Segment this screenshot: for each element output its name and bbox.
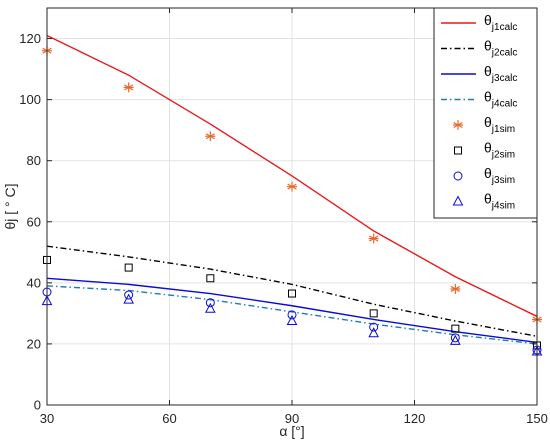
legend-marker-swatch (454, 146, 462, 155)
legend-marker-swatch (452, 195, 464, 206)
data-point (450, 334, 461, 345)
series-markers-7 (42, 287, 542, 355)
legend-item: θj4calc (441, 89, 517, 110)
data-point (369, 309, 378, 318)
y-axis-label: θj [ ° C] (2, 183, 18, 229)
legend-box (433, 7, 538, 219)
y-tick-label: 100 (19, 92, 41, 107)
series-line-4 (46, 285, 538, 345)
y-tick-label: 120 (19, 31, 41, 46)
ticks: 30 60 90 120 150 0 20 40 60 80 100 120 (19, 8, 548, 426)
legend-item: θj1sim (453, 114, 515, 135)
data-point (368, 233, 379, 244)
x-tick-label: 120 (404, 411, 426, 426)
data-point (450, 333, 460, 343)
x-tick-label: 60 (162, 411, 176, 426)
y-tick-label: 80 (27, 153, 41, 168)
legend-marker-swatch (453, 171, 463, 181)
y-tick-label: 60 (27, 214, 41, 229)
plot-series (41, 34, 543, 356)
data-point (288, 289, 296, 298)
legend-item: θj3calc (441, 63, 517, 84)
data-point (287, 310, 297, 320)
series-markers-5 (42, 45, 542, 325)
x-tick-label: 90 (285, 411, 299, 426)
legend-label: θj4sim (484, 191, 515, 212)
legend-marker-swatch (453, 120, 463, 130)
series-line-2 (46, 245, 538, 337)
legend-item: θj4sim (452, 191, 515, 212)
legend-item: θj1calc (441, 12, 517, 33)
legend-label: θj3sim (484, 165, 515, 186)
data-point (123, 293, 134, 304)
series-line-1 (46, 34, 538, 318)
data-point (368, 327, 379, 338)
data-point (205, 302, 216, 313)
data-point (205, 298, 215, 308)
data-point (286, 314, 298, 326)
data-point (206, 274, 215, 283)
y-tick-label: 0 (34, 398, 41, 413)
data-point (123, 82, 134, 93)
x-axis-label: α [°] (279, 423, 304, 439)
legend-item: θj3sim (453, 165, 515, 186)
legend-item: θj2sim (454, 140, 515, 161)
data-point (451, 324, 460, 333)
legend-item: θj2calc (441, 38, 517, 59)
data-point (124, 290, 134, 300)
legend-label: θj2sim (484, 140, 515, 161)
data-point (205, 131, 216, 142)
legend-label: θj1calc (484, 12, 517, 33)
x-tick-label: 150 (526, 411, 548, 426)
y-tick-label: 20 (27, 336, 41, 351)
legend: θj1calc θj2calc θj3calc θj4calc θj1sim θj2sim… (433, 7, 538, 219)
data-point (450, 283, 461, 294)
legend-label: θj1sim (484, 114, 515, 135)
data-point (369, 322, 379, 332)
legend-label: θj4calc (484, 89, 517, 110)
x-tick-label: 30 (40, 411, 54, 426)
y-tick-label: 40 (27, 275, 41, 290)
legend-label: θj3calc (484, 63, 517, 84)
data-point (287, 181, 297, 192)
legend-label: θj2calc (484, 38, 517, 59)
data-point (124, 263, 133, 272)
